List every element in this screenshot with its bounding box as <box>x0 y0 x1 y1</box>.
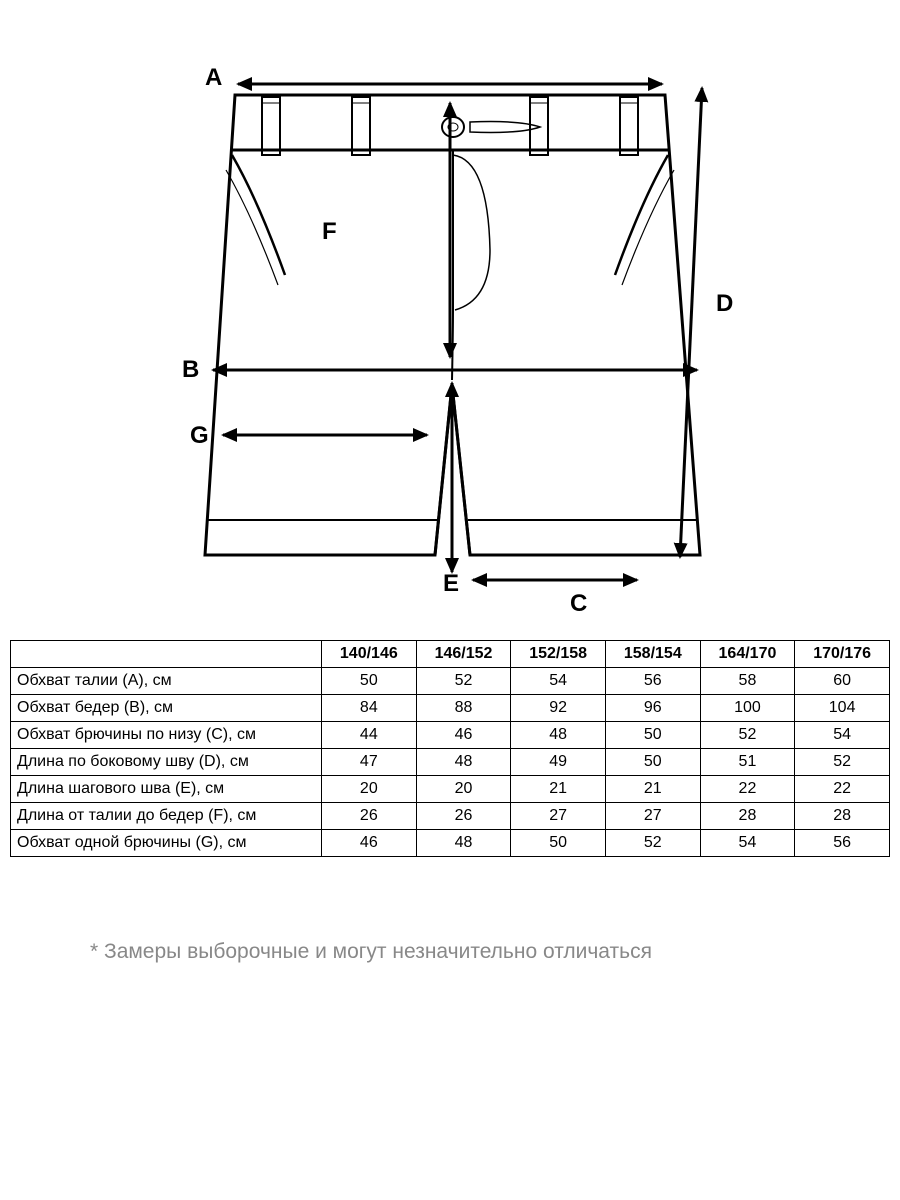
cell: 104 <box>795 695 890 722</box>
footnote-text: * Замеры выборочные и могут незначительн… <box>90 940 652 964</box>
cell: 52 <box>416 668 511 695</box>
cell: 49 <box>511 749 606 776</box>
cell: 27 <box>605 803 700 830</box>
cell: 48 <box>416 749 511 776</box>
table-row: Длина от талии до бедер (F), см 26 26 27… <box>11 803 890 830</box>
cell: 26 <box>416 803 511 830</box>
row-label: Длина по боковому шву (D), см <box>11 749 322 776</box>
row-label: Обхват талии (A), см <box>11 668 322 695</box>
shorts-diagram: A B G C D E F <box>0 0 900 630</box>
cell: 46 <box>322 830 417 857</box>
cell: 100 <box>700 695 795 722</box>
cell: 56 <box>605 668 700 695</box>
table-row: Длина шагового шва (E), см 20 20 21 21 2… <box>11 776 890 803</box>
cell: 21 <box>511 776 606 803</box>
cell: 92 <box>511 695 606 722</box>
table-header-col: 146/152 <box>416 641 511 668</box>
label-c: C <box>570 590 587 618</box>
cell: 96 <box>605 695 700 722</box>
table-header-row: 140/146 146/152 152/158 158/154 164/170 … <box>11 641 890 668</box>
cell: 58 <box>700 668 795 695</box>
label-a: A <box>205 64 222 92</box>
label-g: G <box>190 422 209 450</box>
row-label: Обхват одной брючины (G), см <box>11 830 322 857</box>
size-table: 140/146 146/152 152/158 158/154 164/170 … <box>10 640 890 857</box>
table-header-empty <box>11 641 322 668</box>
cell: 26 <box>322 803 417 830</box>
cell: 20 <box>322 776 417 803</box>
cell: 22 <box>700 776 795 803</box>
size-table-container: 140/146 146/152 152/158 158/154 164/170 … <box>10 640 890 857</box>
table-header-col: 152/158 <box>511 641 606 668</box>
table-header-col: 140/146 <box>322 641 417 668</box>
cell: 47 <box>322 749 417 776</box>
table-row: Обхват бедер (B), см 84 88 92 96 100 104 <box>11 695 890 722</box>
cell: 84 <box>322 695 417 722</box>
cell: 60 <box>795 668 890 695</box>
cell: 27 <box>511 803 606 830</box>
cell: 22 <box>795 776 890 803</box>
cell: 50 <box>322 668 417 695</box>
cell: 88 <box>416 695 511 722</box>
label-e: E <box>443 570 459 598</box>
cell: 21 <box>605 776 700 803</box>
row-label: Длина шагового шва (E), см <box>11 776 322 803</box>
cell: 20 <box>416 776 511 803</box>
cell: 56 <box>795 830 890 857</box>
shorts-svg <box>0 0 900 630</box>
cell: 28 <box>795 803 890 830</box>
cell: 50 <box>605 722 700 749</box>
label-d: D <box>716 290 733 318</box>
cell: 52 <box>795 749 890 776</box>
cell: 44 <box>322 722 417 749</box>
cell: 50 <box>511 830 606 857</box>
table-row: Обхват талии (A), см 50 52 54 56 58 60 <box>11 668 890 695</box>
cell: 51 <box>700 749 795 776</box>
row-label: Обхват бедер (B), см <box>11 695 322 722</box>
cell: 54 <box>795 722 890 749</box>
label-f: F <box>322 218 337 246</box>
table-row: Обхват одной брючины (G), см 46 48 50 52… <box>11 830 890 857</box>
cell: 54 <box>700 830 795 857</box>
cell: 50 <box>605 749 700 776</box>
table-row: Длина по боковому шву (D), см 47 48 49 5… <box>11 749 890 776</box>
table-row: Обхват брючины по низу (C), см 44 46 48 … <box>11 722 890 749</box>
table-header-col: 164/170 <box>700 641 795 668</box>
cell: 46 <box>416 722 511 749</box>
cell: 52 <box>605 830 700 857</box>
table-header-col: 158/154 <box>605 641 700 668</box>
cell: 54 <box>511 668 606 695</box>
cell: 28 <box>700 803 795 830</box>
label-b: B <box>182 356 199 384</box>
row-label: Обхват брючины по низу (C), см <box>11 722 322 749</box>
row-label: Длина от талии до бедер (F), см <box>11 803 322 830</box>
cell: 48 <box>416 830 511 857</box>
cell: 52 <box>700 722 795 749</box>
cell: 48 <box>511 722 606 749</box>
table-header-col: 170/176 <box>795 641 890 668</box>
